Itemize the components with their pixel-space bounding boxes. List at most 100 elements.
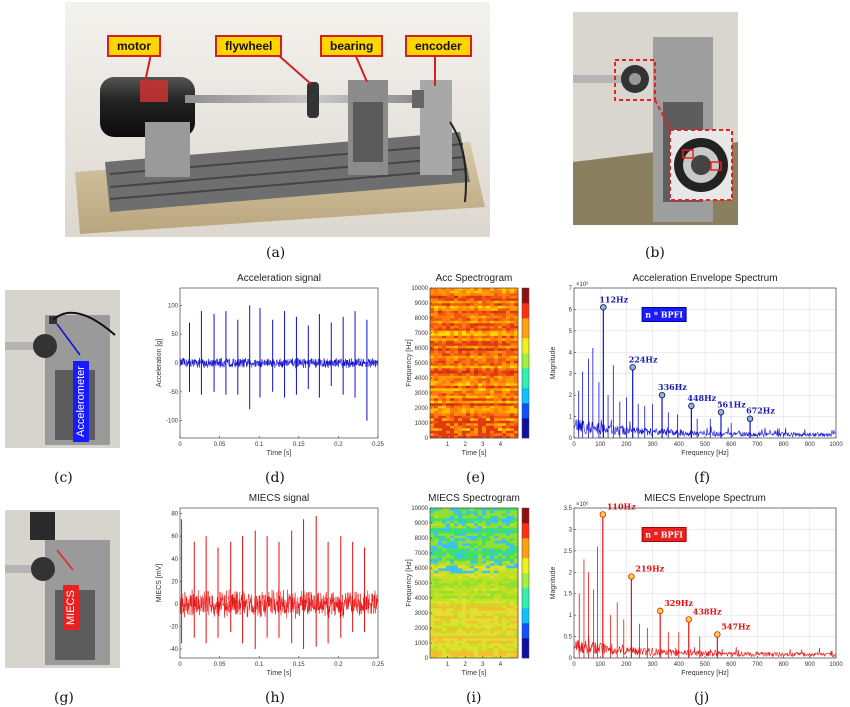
colorbar-segment — [522, 518, 529, 524]
spectrogram-cell — [510, 560, 515, 564]
spectrogram-cell — [450, 390, 455, 394]
spectrogram-cell — [510, 435, 515, 439]
spectrogram-cell — [430, 613, 435, 616]
spectrogram-cell — [454, 395, 459, 399]
spectrogram-cell — [438, 375, 443, 379]
spectrogram-cell — [458, 633, 463, 636]
spectrogram-cell — [482, 405, 487, 409]
spectrogram-cell — [454, 538, 459, 541]
spectrogram-cell — [454, 358, 459, 361]
spectrogram-cell — [462, 340, 467, 344]
spectrogram-cell — [438, 365, 443, 369]
spectrogram-cell — [506, 383, 511, 386]
spectrogram-cell — [454, 653, 459, 656]
spectrogram-cell — [434, 343, 439, 346]
spectrogram-cell — [470, 350, 475, 354]
spectrogram-cell — [494, 380, 499, 384]
spectrogram-cell — [478, 345, 483, 349]
spectrogram-cell — [506, 603, 511, 606]
spectrogram-cell — [458, 640, 463, 644]
spectrogram-cell — [458, 628, 463, 631]
spectrogram-cell — [482, 385, 487, 389]
spectrogram-cell — [514, 333, 519, 336]
spectrogram-cell — [430, 563, 435, 566]
spectrogram-cell — [446, 350, 451, 354]
spectrogram-cell — [486, 595, 491, 599]
spectrogram-cell — [466, 415, 471, 419]
spectrogram-cell — [466, 603, 471, 606]
y-tick-label: 1000 — [415, 421, 429, 427]
spectrogram-cell — [438, 408, 443, 411]
spectrogram-cell — [490, 618, 495, 621]
spectrogram-cell — [506, 565, 511, 569]
spectrogram-cell — [514, 508, 519, 511]
spectrogram-cell — [446, 428, 451, 431]
spectrogram-cell — [462, 403, 467, 406]
spectrogram-cell — [454, 635, 459, 639]
spectrogram-cell — [434, 328, 439, 331]
spectrogram-cell — [510, 308, 515, 311]
colorbar-segment — [522, 558, 529, 564]
spectrogram-cell — [486, 618, 491, 621]
spectrogram-cell — [502, 400, 507, 404]
spectrogram-cell — [462, 385, 467, 389]
spectrogram-cell — [462, 635, 467, 639]
spectrogram-cell — [498, 405, 503, 409]
spectrogram-cell — [474, 410, 479, 414]
spectrogram-cell — [470, 650, 475, 654]
colorbar-segment — [522, 288, 529, 294]
spectrogram-cell — [462, 573, 467, 576]
spectrogram-cell — [434, 313, 439, 316]
spectrogram-cell — [506, 400, 511, 404]
spectrogram-cell — [494, 343, 499, 346]
spectrogram-cell — [474, 405, 479, 409]
spectrogram-cell — [458, 370, 463, 374]
spectrogram-cell — [494, 610, 499, 614]
spectrogram-cell — [442, 298, 447, 301]
spectrogram-cell — [442, 560, 447, 564]
spectrogram-cell — [486, 380, 491, 384]
spectrogram-cell — [430, 340, 435, 344]
spectrogram-cell — [478, 650, 483, 654]
spectrogram-cell — [490, 545, 495, 549]
spectrogram-cell — [490, 408, 495, 411]
spectrogram-cell — [486, 560, 491, 564]
spectrogram-cell — [434, 540, 439, 544]
spectrogram-cell — [458, 608, 463, 611]
spectrogram-cell — [502, 433, 507, 436]
y-tick-label: 50 — [171, 332, 178, 338]
spectrogram-cell — [434, 305, 439, 309]
spectrogram-cell — [470, 335, 475, 339]
spectrogram-cell — [482, 380, 487, 384]
spectrogram-cell — [482, 513, 487, 516]
spectrogram-cell — [486, 628, 491, 631]
colorbar-segment — [522, 588, 529, 594]
spectrogram-cell — [454, 555, 459, 559]
spectrogram-cell — [470, 655, 475, 659]
spectrogram-cell — [506, 535, 511, 539]
spectrogram-cell — [466, 613, 471, 616]
spectrogram-cell — [506, 385, 511, 389]
spectrogram-cell — [434, 298, 439, 301]
spectrogram-cell — [510, 520, 515, 524]
spectrogram-cell — [506, 393, 511, 396]
spectrogram-cell — [446, 298, 451, 301]
spectrogram-cell — [466, 635, 471, 639]
spectrogram-cell — [450, 395, 455, 399]
spectrogram-cell — [506, 328, 511, 331]
spectrogram-cell — [494, 400, 499, 404]
spectrogram-cell — [466, 598, 471, 601]
spectrogram-cell — [466, 303, 471, 306]
spectrogram-cell — [490, 583, 495, 586]
spectrogram-cell — [494, 633, 499, 636]
spectrogram-cell — [514, 598, 519, 601]
spectrogram-cell — [462, 415, 467, 419]
spectrogram-cell — [490, 335, 495, 339]
spectrogram-cell — [450, 600, 455, 604]
spectrogram-cell — [466, 593, 471, 596]
spectrogram-cell — [506, 538, 511, 541]
spectrogram-cell — [478, 423, 483, 426]
spectrogram-cell — [458, 405, 463, 409]
spectrogram-cell — [482, 603, 487, 606]
spectrogram-cell — [478, 370, 483, 374]
